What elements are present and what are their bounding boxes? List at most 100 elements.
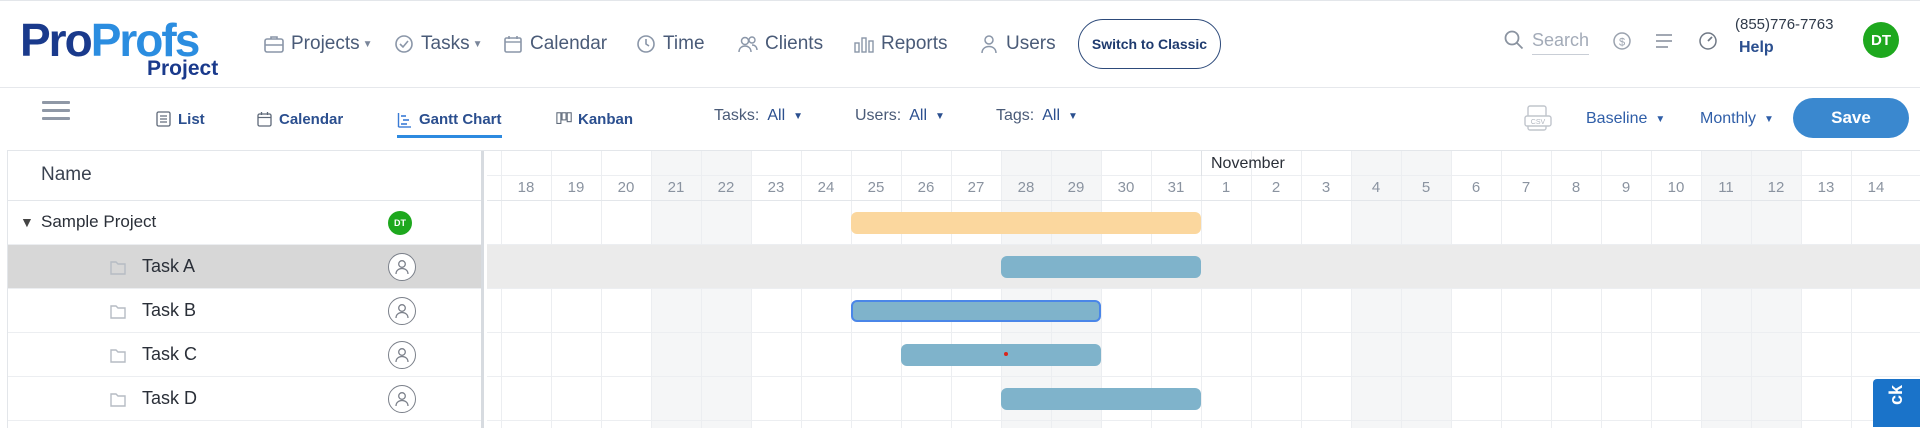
user-avatar[interactable]: DT [1863,22,1899,58]
task-folder-icon [108,389,128,409]
day-column [1001,151,1051,428]
csv-export-icon[interactable]: CSV [1523,104,1553,134]
day-column [1801,151,1851,428]
task-name[interactable]: Task B [142,300,197,320]
unassigned-user-icon[interactable] [388,385,416,413]
scale-dropdown[interactable]: Monthly ▼ [1700,106,1774,132]
day-label: 12 [1767,179,1785,196]
unassigned-user-icon[interactable] [388,297,416,325]
gantt-view: Name ▼ Sample Project DT Task A Task B Task C… [7,150,1920,428]
collapse-triangle-icon[interactable]: ▼ [20,214,34,230]
day-column [1501,151,1551,428]
user-icon [978,33,1000,55]
month-divider [1201,151,1202,176]
chevron-down-icon: ▼ [1068,110,1078,122]
baseline-label: Baseline [1586,110,1648,127]
project-row[interactable]: ▼ Sample Project DT [8,201,481,245]
view-toolbar: List Calendar Gantt Chart Kanban Tasks: … [0,88,1920,150]
tasks-filter[interactable]: Tasks: All ▼ [714,103,803,129]
day-column [1751,151,1801,428]
save-button[interactable]: Save [1793,98,1909,138]
name-column-header: Name [8,151,481,201]
gantt-row [487,201,1920,245]
progress-marker [1004,352,1008,356]
briefcase-icon [263,33,285,55]
search-icon [1504,30,1524,55]
task-row[interactable]: Task B [8,289,481,333]
help-link[interactable]: Help [1739,39,1774,56]
gantt-row [487,289,1920,333]
task-bar[interactable] [851,300,1101,322]
task-bar[interactable] [1001,388,1201,410]
nav-users[interactable]: Users [978,31,1056,57]
day-column [701,151,751,428]
tab-kanban[interactable]: Kanban [556,104,633,134]
tags-filter-label: Tags: [996,107,1035,124]
proprofs-logo[interactable]: ProProfs Project [20,15,220,81]
task-name-panel: Name ▼ Sample Project DT Task A Task B Task C… [7,151,484,428]
timer-icon[interactable] [1696,29,1720,53]
nav-time[interactable]: Time [635,31,705,57]
day-label: 10 [1667,179,1685,196]
assignee-avatar[interactable]: DT [388,211,412,235]
nav-calendar[interactable]: Calendar [502,31,607,57]
users-filter[interactable]: Users: All ▼ [855,103,945,129]
nav-reports-label: Reports [881,33,948,54]
day-column [1051,151,1101,428]
tab-calendar[interactable]: Calendar [257,104,343,134]
day-column [651,151,701,428]
task-row[interactable]: Task D [8,377,481,421]
list-lines-icon[interactable] [1652,29,1676,53]
day-column [1251,151,1301,428]
name-header-label: Name [41,164,92,185]
task-bar[interactable] [901,344,1101,366]
switch-to-classic-button[interactable]: Switch to Classic [1078,19,1221,69]
top-header: ProProfs Project Projects ▼ Tasks ▼ Cale… [0,0,1920,88]
search-placeholder: Search [1532,30,1590,55]
day-column [901,151,951,428]
nav-reports[interactable]: Reports [853,31,948,57]
day-label: 22 [717,179,735,196]
day-label: 2 [1271,179,1281,196]
support-phone: (855)776-7763 [1735,16,1834,33]
task-row[interactable]: Task C [8,333,481,377]
tab-gantt-chart[interactable]: Gantt Chart [397,104,502,138]
users-filter-label: Users: [855,107,902,124]
task-name[interactable]: Task C [142,344,198,364]
baseline-dropdown[interactable]: Baseline ▼ [1586,106,1665,132]
nav-clients[interactable]: Clients [737,31,823,57]
day-column [851,151,901,428]
unassigned-user-icon[interactable] [388,341,416,369]
hamburger-menu-icon[interactable] [42,101,70,125]
svg-text:CSV: CSV [1531,119,1546,126]
nav-tasks-label: Tasks [421,33,470,54]
chevron-down-icon: ▼ [472,38,483,50]
feedback-tab[interactable]: ck [1873,379,1920,427]
search-field[interactable]: Search [1504,27,1594,57]
day-column [1851,151,1901,428]
check-circle-icon [393,33,415,55]
project-bar[interactable] [851,212,1201,234]
day-column [801,151,851,428]
nav-calendar-label: Calendar [530,33,608,54]
day-label: 23 [767,179,785,196]
task-name[interactable]: Task A [142,256,196,276]
list-icon [156,111,172,127]
clients-icon [737,33,759,55]
tab-calendar-label: Calendar [279,110,344,128]
task-name[interactable]: Task D [142,388,198,408]
dollar-icon[interactable]: $ [1610,29,1634,53]
day-label: 14 [1867,179,1885,196]
project-name[interactable]: Sample Project [41,212,157,231]
nav-projects[interactable]: Projects ▼ [263,31,373,57]
day-label: 21 [667,179,685,196]
day-label: 28 [1017,179,1035,196]
task-bar[interactable] [1001,256,1201,278]
unassigned-user-icon[interactable] [388,253,416,281]
tab-list[interactable]: List [156,104,205,134]
tags-filter[interactable]: Tags: All ▼ [996,103,1078,129]
nav-tasks[interactable]: Tasks ▼ [393,31,482,57]
day-label: 19 [567,179,585,196]
task-row[interactable]: Task A [8,245,481,289]
chevron-down-icon: ▼ [362,38,373,50]
